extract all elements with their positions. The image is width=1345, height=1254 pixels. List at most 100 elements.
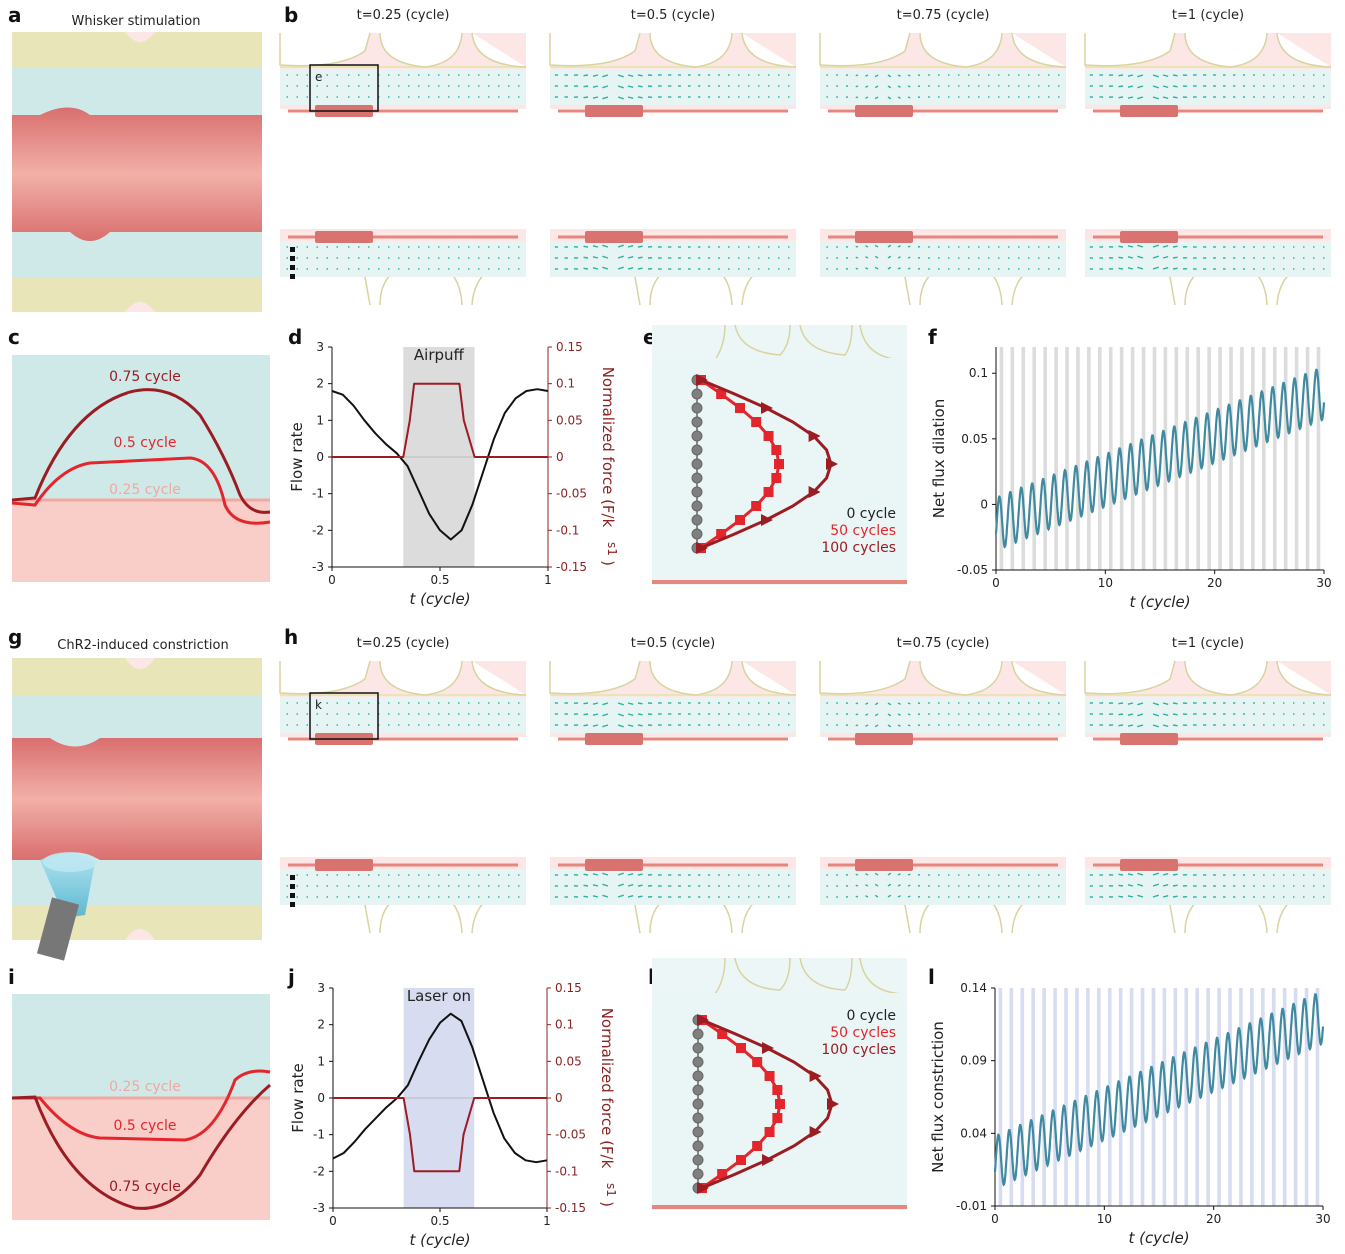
profile-50cycles-point [716,389,727,399]
stimulus-stripe [1304,988,1309,1206]
y-tick-label: 0 [980,497,988,511]
x-tick-label: 1 [544,573,552,587]
stimulus-stripe [1086,988,1090,1206]
stimulus-stripe [1272,347,1277,570]
profile-50cycles-point [772,1113,783,1123]
y-tick-label: -0.05 [957,563,988,577]
profile-0cycle-point [692,1140,704,1152]
y-tick-label: 1 [316,413,324,427]
x-tick-label: 30 [1315,1212,1330,1226]
y-tick-label: -1 [313,1128,325,1142]
stimulus-stripe [1020,988,1025,1206]
inset-label: e [315,70,322,84]
legend-k-0cycle: 0 cycle [846,1008,896,1024]
dilated-vessel [12,107,262,241]
y-right-axis-close: ) [599,560,617,566]
profile-50cycles-point [736,1155,746,1165]
stimulus-stripe [1042,988,1046,1206]
profile-50cycles-point [752,1057,763,1067]
x-axis-label: t (cycle) [409,1231,470,1249]
y-axis-label: Net flux constriction [929,1021,947,1173]
frame-label: t=1 (cycle) [1172,636,1244,651]
astrocyte-endfeet-bottom [12,278,262,312]
profile-100cycles-point [762,1154,774,1166]
flow-frame-bottom-1 [279,229,527,306]
panel-l: l -0.01 0.04 0.09 0.14 0 10 20 30 t (cycle) Net f… [928,965,1331,1247]
stimulus-stripe [1240,347,1244,570]
y-right-tick-label: 0.15 [555,981,582,995]
profile-50cycles-point [763,487,774,497]
y-right-tick-label: 0 [555,1091,563,1105]
y-right-tick-label: 0.15 [556,340,583,354]
y-tick-label: 0 [316,450,324,464]
y-tick-label: 0.14 [960,981,987,995]
y-tick-label: 0.05 [961,432,988,446]
panel-a: a Whisker stimulation [8,3,262,312]
stimulus-stripe [1218,347,1222,570]
x-tick-label: 10 [1098,576,1113,590]
profile-50cycles-point [717,1029,728,1039]
stimulus-stripe [1064,988,1068,1206]
stimulus-stripe [1065,347,1069,570]
profile-50cycles-point [752,1141,763,1151]
frame-label: t=0.5 (cycle) [631,636,716,651]
stimulus-stripe [1031,988,1036,1206]
x-tick-label: 0 [329,1214,337,1228]
y-right-tick-label: -0.1 [555,1164,578,1178]
y-right-axis-sub: s1 [605,542,619,556]
x-tick-label: 0 [328,573,336,587]
x-tick-label: 0 [992,576,1000,590]
y-tick-label: 1 [317,1054,325,1068]
profile-100cycles-point [808,430,821,442]
y-axis-label: Net flux dilation [930,399,948,518]
profile-100cycles-point [696,542,708,554]
x-tick-label: 20 [1206,1212,1221,1226]
profile-0cycle-point [692,1042,704,1054]
profile-0cycle-point [692,1028,704,1040]
panel-a-title: Whisker stimulation [72,14,201,29]
label-i-025: 0.25 cycle [109,1079,181,1095]
panel-label-i: i [8,965,15,989]
y-tick-label: 3 [316,340,324,354]
laser-fiber [36,897,80,961]
inset-label: k [315,698,322,712]
frame-label: t=0.75 (cycle) [897,636,990,651]
stimulus-stripe [1196,347,1201,570]
profile-50cycles-point [751,417,762,427]
profile-100cycles-point [697,1182,709,1194]
profile-100cycles-point [696,374,708,386]
profile-50cycles-point [735,515,745,525]
stimulus-stripe [1043,347,1047,570]
label-i-05: 0.5 cycle [114,1118,177,1134]
y-tick-label: -2 [313,1164,325,1178]
profile-50cycles-point [764,1071,775,1081]
y-right-axis-sub: s1 [604,1183,618,1197]
stimulus-stripe [1087,347,1091,570]
y-tick-label: -3 [313,1201,325,1215]
y-right-tick-label: -0.1 [556,523,579,537]
stimulus-stripe [1076,347,1080,570]
flow-frame-top-4 [1084,660,1332,745]
profile-100cycles-point [809,1070,822,1082]
profile-50cycles-point [763,431,774,441]
flow-frame-bottom-3 [819,229,1067,306]
x-axis-label: t (cycle) [409,590,470,608]
profile-0cycle-point [691,528,703,540]
profile-0cycle-point [692,1154,704,1166]
y-right-tick-label: -0.15 [556,560,587,574]
stimulus-stripe [1184,988,1189,1206]
profile-0cycle-point [691,416,703,428]
stimulus-stripe [998,988,1003,1206]
stimulus-stripe [1195,988,1200,1206]
profile-0cycle-point [691,486,703,498]
flow-series-line [332,1012,548,1164]
profile-100cycles-point [826,458,838,470]
stimulus-stripe [1021,347,1026,570]
y-tick-label: 2 [316,377,324,391]
label-05: 0.5 cycle [114,435,177,451]
net-flux-line [994,368,1326,549]
panel-g-title: ChR2-induced constriction [57,638,228,653]
stimulus-stripe [1173,988,1178,1206]
frame-label: t=0.25 (cycle) [357,8,450,23]
y-tick-label: 0.09 [960,1054,987,1068]
